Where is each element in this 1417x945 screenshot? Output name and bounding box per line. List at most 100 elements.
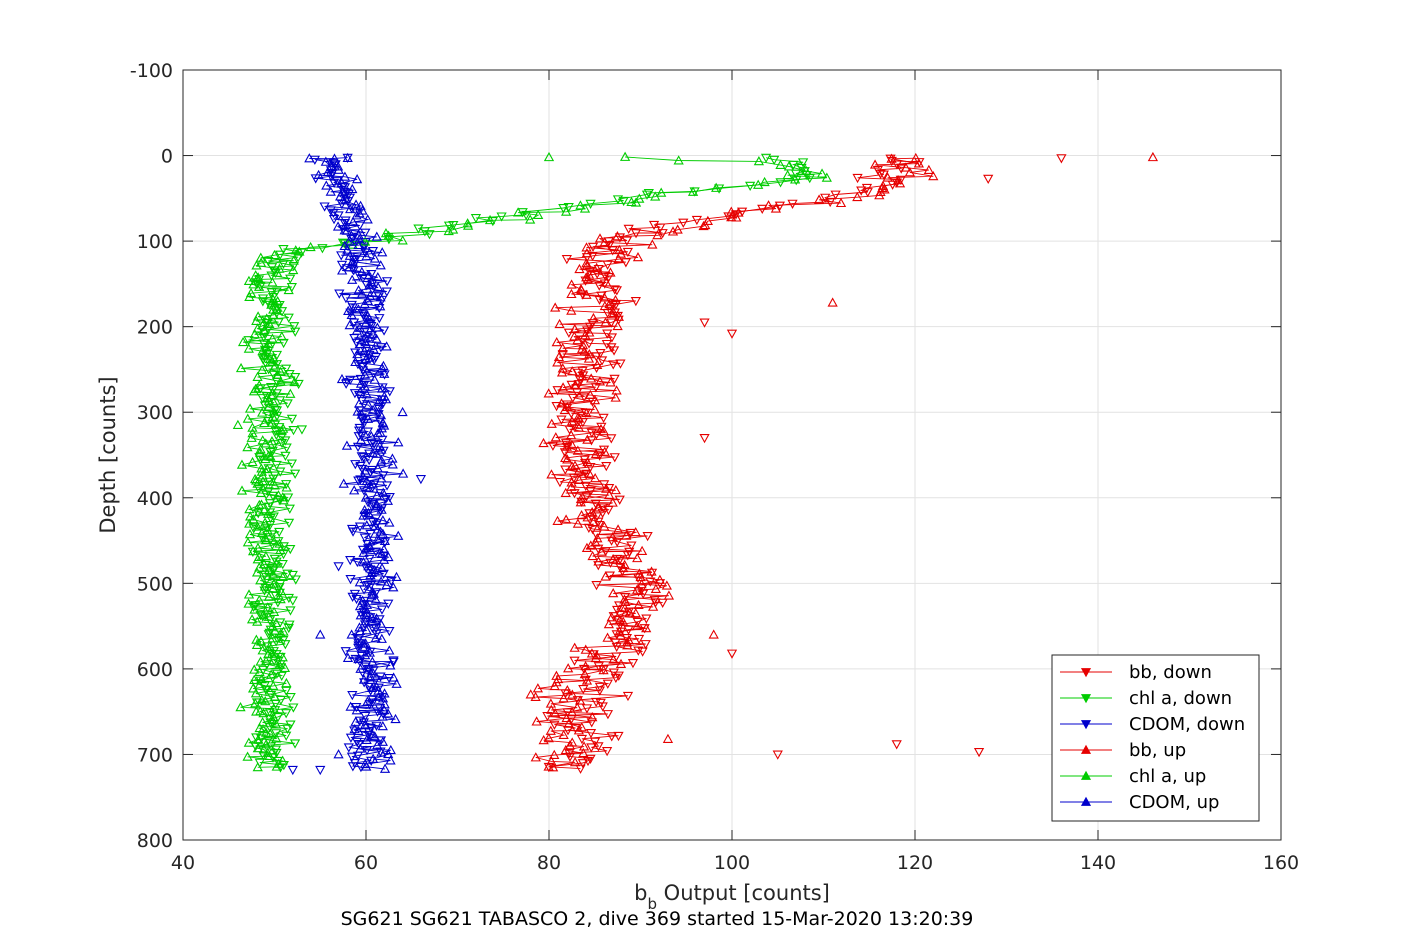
data-point — [257, 612, 268, 622]
data-point — [350, 356, 361, 367]
series-chl-a-up — [232, 151, 832, 772]
data-point — [601, 483, 612, 493]
data-point — [335, 191, 346, 201]
data-point — [361, 746, 373, 756]
data-point — [369, 374, 380, 384]
data-point — [235, 362, 247, 373]
data-point — [285, 544, 296, 555]
data-point — [274, 527, 285, 538]
data-point — [253, 734, 264, 744]
data-point — [270, 360, 281, 370]
data-point — [320, 156, 331, 166]
data-point — [270, 729, 282, 739]
data-point-outlier — [1056, 154, 1067, 164]
data-point — [636, 545, 648, 555]
plot-area — [232, 151, 1159, 776]
data-point — [243, 275, 255, 286]
data-point — [256, 527, 268, 538]
data-point — [277, 560, 288, 570]
data-point — [383, 748, 394, 759]
data-point — [546, 704, 557, 714]
data-point — [566, 477, 577, 487]
data-point — [269, 691, 280, 701]
data-point — [573, 466, 584, 476]
data-point — [365, 671, 376, 681]
y-tick-label: 400 — [137, 488, 173, 510]
data-point — [580, 330, 591, 340]
data-point — [289, 469, 301, 479]
data-point — [359, 345, 370, 356]
data-point — [591, 512, 603, 522]
data-point — [769, 155, 780, 166]
data-point — [385, 755, 396, 765]
y-tick-label: 300 — [137, 402, 173, 424]
data-point — [393, 437, 404, 447]
data-point — [556, 398, 567, 408]
data-point — [280, 640, 291, 650]
data-point — [525, 214, 536, 224]
data-point — [591, 430, 602, 440]
data-point — [589, 404, 600, 414]
legend-box — [1051, 654, 1260, 822]
data-point — [904, 167, 916, 177]
data-point — [702, 215, 713, 226]
data-point — [550, 302, 561, 312]
data-point — [562, 454, 573, 464]
data-point — [624, 607, 635, 617]
data-point — [274, 396, 286, 406]
data-point — [556, 415, 567, 425]
data-point — [648, 220, 660, 231]
data-point — [259, 581, 271, 591]
data-point — [652, 230, 663, 240]
data-point — [583, 353, 595, 363]
data-point — [360, 336, 371, 347]
data-point — [355, 743, 366, 753]
data-point — [325, 186, 336, 196]
data-point — [641, 190, 653, 200]
data-point — [258, 744, 270, 754]
data-point — [264, 641, 275, 651]
data-point — [608, 654, 619, 664]
data-point — [372, 500, 383, 510]
data-point — [361, 761, 372, 771]
data-point — [700, 219, 711, 230]
data-point — [605, 267, 616, 277]
data-point — [351, 594, 362, 605]
data-point — [583, 339, 595, 349]
data-point — [610, 484, 621, 495]
data-point-outlier — [287, 765, 298, 776]
data-point — [322, 166, 334, 176]
data-point — [575, 200, 586, 210]
data-point — [582, 456, 593, 467]
data-point — [580, 661, 591, 671]
data-point — [360, 650, 371, 660]
data-point — [354, 577, 365, 587]
data-point — [604, 483, 615, 494]
data-point — [560, 452, 571, 463]
data-point — [260, 358, 271, 368]
x-axis-label-rest: Output [counts] — [657, 881, 830, 905]
data-point — [598, 413, 609, 424]
data-point — [365, 569, 376, 580]
data-point — [305, 241, 316, 252]
data-point — [251, 315, 262, 325]
legend-marker — [1080, 796, 1092, 806]
data-point — [263, 630, 274, 640]
data-point — [377, 247, 388, 257]
data-point — [586, 648, 598, 658]
y-tick-label: 700 — [137, 744, 173, 766]
data-point — [376, 504, 387, 514]
data-point-outlier — [296, 425, 308, 435]
data-point — [267, 633, 278, 643]
series-line — [314, 157, 394, 768]
data-point — [566, 707, 578, 717]
data-point — [379, 535, 391, 546]
data-point — [290, 327, 301, 337]
data-point — [599, 292, 610, 302]
data-point — [267, 333, 278, 343]
data-point — [263, 395, 274, 405]
data-point — [711, 182, 722, 192]
data-point — [257, 645, 268, 655]
data-point — [263, 611, 274, 621]
data-point — [654, 574, 666, 584]
